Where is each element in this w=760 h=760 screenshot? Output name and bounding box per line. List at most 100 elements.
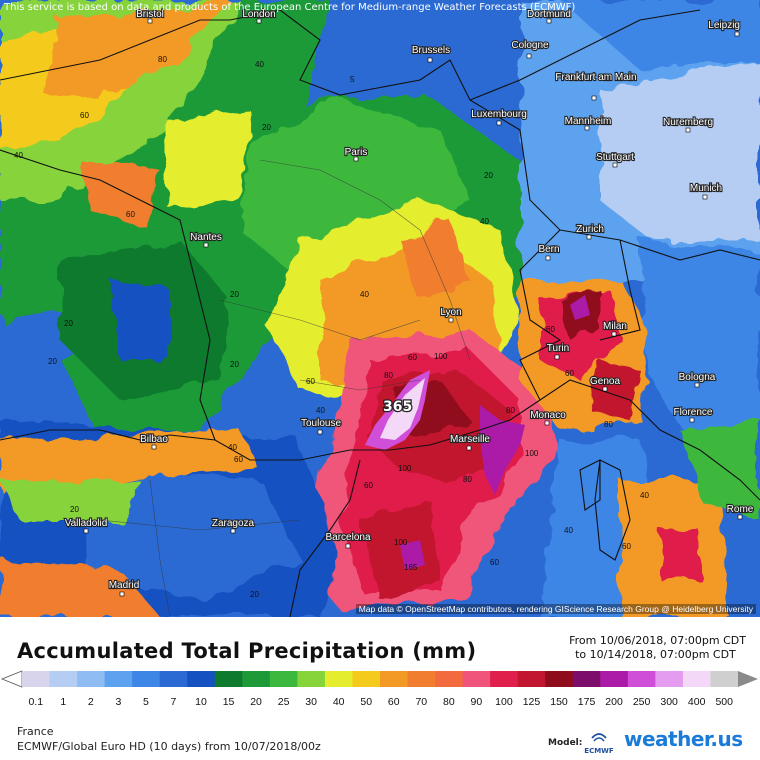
scale-swatch-5 [132,671,161,687]
svg-text:Nuremberg: Nuremberg [663,117,713,128]
map-attribution: Map data © OpenStreetMap contributors, r… [355,604,756,614]
svg-text:Madrid: Madrid [109,580,140,591]
city-marseille: Marseille [449,433,492,451]
scale-swatch-125 [517,671,546,687]
scale-tick-label: 300 [660,696,678,708]
scale-tick-label: 15 [222,696,235,708]
svg-text:100: 100 [398,464,412,473]
scale-tick-label: 0.1 [28,696,44,708]
city-nuremberg: Nuremberg [662,116,714,133]
scale-swatch-25 [269,671,298,687]
scale-tick-label: 30 [305,696,317,708]
city-london: London [241,8,277,24]
city-bologna: Bologna [678,371,717,388]
scale-tick-label: 10 [195,696,207,708]
svg-text:Milan: Milan [603,321,627,332]
svg-text:60: 60 [364,481,373,490]
contour-labels: 40 60 80 40 20 5 60 20 40 40 20 20 20 60… [14,55,649,599]
scale-swatch-50 [352,671,381,687]
scale-tick-label: 200 [605,696,623,708]
svg-text:Bilbao: Bilbao [140,434,168,445]
svg-text:Toulouse: Toulouse [301,418,341,429]
svg-text:Frankfurt am Main: Frankfurt am Main [555,72,636,83]
scale-swatch-200 [600,671,629,687]
scale-tick-label: 175 [577,696,596,708]
city-cologne: Cologne [510,39,550,59]
svg-text:60: 60 [80,111,89,120]
svg-text:100: 100 [394,538,408,547]
city-frankfurt: Frankfurt am Main [554,71,638,101]
scale-swatch-150 [545,671,574,687]
svg-text:60: 60 [490,558,499,567]
scale-tick-label: 250 [632,696,651,708]
scale-arrow-low [0,670,23,688]
svg-text:40: 40 [228,443,237,452]
city-lyon: Lyon [439,306,463,323]
scale-tick-label: 150 [550,696,568,708]
svg-text:Genoa: Genoa [590,376,620,387]
scale-tick-label: 125 [522,696,541,708]
svg-text:Bern: Bern [538,244,559,255]
city-rome: Rome [726,503,755,520]
city-luxembourg: Luxembourg [470,108,528,126]
scale-swatch-0.1 [22,671,51,687]
city-mannheim: Mannheim [564,115,612,131]
city-munich: Munich [689,182,723,200]
peak-area-west-core [380,378,425,440]
svg-text:Paris: Paris [345,147,368,158]
peak-area-italy [570,295,590,320]
city-stuttgart: Stuttgart [595,151,635,168]
svg-text:60: 60 [126,210,135,219]
svg-text:Leipzig: Leipzig [708,20,740,31]
scale-tick-label: 5 [143,696,149,708]
svg-text:100: 100 [525,449,539,458]
svg-text:Nantes: Nantes [190,232,222,243]
city-zurich: Zurich [575,223,605,240]
scale-tick-label: 50 [360,696,373,708]
peak-area-spain [400,540,425,570]
svg-text:60: 60 [234,455,243,464]
city-genoa: Genoa [589,375,622,392]
scale-tick-label: 2 [87,696,94,708]
city-madrid: Madrid [108,579,140,597]
svg-text:40: 40 [255,60,264,69]
scale-swatch-175 [572,671,601,687]
svg-text:Cologne: Cologne [511,40,549,51]
svg-text:60: 60 [306,377,315,386]
svg-text:Rome: Rome [727,504,754,515]
city-markers: Bristol London Dortmund Leipzig Brussels… [64,8,755,597]
svg-text:Zaragoza: Zaragoza [212,518,255,529]
weather-us-logo[interactable]: weather.us [624,727,743,751]
scale-arrow-high [738,671,758,687]
svg-text:Barcelona: Barcelona [325,532,370,543]
svg-text:Turin: Turin [547,343,569,354]
svg-text:Valladolid: Valladolid [65,518,108,529]
color-scale-bar [0,670,758,688]
borders [0,9,760,617]
svg-text:Stuttgart: Stuttgart [596,152,634,163]
scale-swatch-90 [462,671,491,687]
scale-swatch-2 [77,671,106,687]
region-lines [99,159,471,617]
scale-tick-label: 40 [332,696,345,708]
scale-swatch-80 [435,671,464,687]
svg-text:60: 60 [565,369,574,378]
peak-area-east [480,405,525,495]
svg-text:40: 40 [564,526,573,535]
scale-tick-label: 500 [715,696,733,708]
svg-text:60: 60 [408,353,417,362]
scale-swatch-250 [627,671,656,687]
svg-text:Zurich: Zurich [576,224,604,235]
city-bilbao: Bilbao [139,433,169,450]
svg-text:Bologna: Bologna [679,372,716,383]
svg-text:20: 20 [250,590,259,599]
scale-swatch-100 [490,671,519,687]
svg-text:Bristol: Bristol [136,9,164,20]
city-monaco: Monaco [529,409,567,426]
svg-text:Dortmund: Dortmund [527,9,571,20]
scale-swatch-15 [214,671,243,687]
city-florence: Florence [672,406,714,423]
svg-text:Marseille: Marseille [450,434,490,445]
scale-tick-label: 100 [495,696,513,708]
forecast-period: From 10/06/2018, 07:00pm CDT to 10/14/20… [569,634,746,662]
